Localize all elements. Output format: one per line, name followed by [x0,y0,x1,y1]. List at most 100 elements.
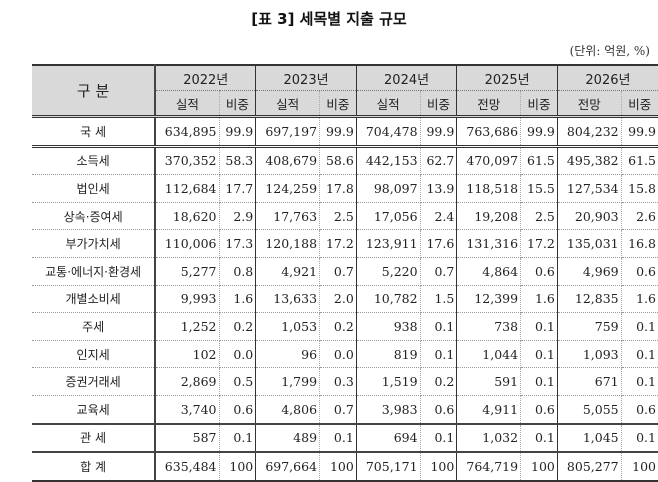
amount-cell: 13,633 [255,285,321,314]
amount-cell: 1,044 [456,340,522,369]
share-cell: 99.9 [420,115,458,148]
share-cell: 99.9 [520,115,558,148]
share-cell: 17.2 [319,229,357,258]
table-row: 국 세 634,895 99.9 697,197 99.9 704,478 99.9 763,… [32,115,658,148]
share-cell: 0.1 [621,367,658,396]
share-cell: 100 [520,451,558,482]
sub-header: 비중 [520,90,558,117]
share-cell: 0.1 [520,340,558,369]
amount-cell: 19,208 [456,202,522,231]
share-cell: 1.6 [520,285,558,314]
share-cell: 61.5 [621,146,658,176]
share-cell: 15.8 [621,174,658,203]
amount-cell: 3,740 [155,395,220,425]
amount-cell: 764,719 [456,451,522,482]
year-header: 2023년 [255,64,357,91]
amount-cell: 805,277 [557,451,622,482]
amount-cell: 1,252 [155,312,220,341]
share-cell: 0.6 [621,395,658,425]
share-cell: 17.3 [219,229,257,258]
year-header: 2024년 [356,64,458,91]
amount-cell: 738 [456,312,522,341]
share-cell: 0.1 [420,340,458,369]
amount-cell: 671 [557,367,622,396]
row-label: 개별소비세 [32,285,157,314]
sub-header: 실적 [255,90,321,117]
amount-cell: 124,259 [255,174,321,203]
share-cell: 0.1 [319,422,357,453]
share-cell: 0.6 [520,395,558,425]
row-label: 합 계 [32,451,157,482]
table-row: 상속·증여세 18,620 2.9 17,763 2.5 17,056 2.4 19,208 2… [32,202,658,231]
amount-cell: 4,921 [255,257,321,286]
share-cell: 100 [621,451,658,482]
tax-expenditure-table: 구 분 2022년 2023년 2024년 2025년 2026년 실적 비중 … [32,64,658,482]
share-cell: 17.8 [319,174,357,203]
share-cell: 100 [219,451,257,482]
amount-cell: 17,763 [255,202,321,231]
amount-cell: 495,382 [557,146,622,176]
amount-cell: 635,484 [155,451,220,482]
amount-cell: 4,969 [557,257,622,286]
table-row: 증권거래세 2,869 0.5 1,799 0.3 1,519 0.2 591 0.1 671 0.… [32,367,658,396]
share-cell: 0.1 [219,422,257,453]
share-cell: 16.8 [621,229,658,258]
amount-cell: 697,197 [255,115,321,148]
amount-cell: 110,006 [155,229,220,258]
table-row: 개별소비세 9,993 1.6 13,633 2.0 10,782 1.5 12,399 1.6… [32,285,658,314]
amount-cell: 1,053 [255,312,321,341]
amount-cell: 2,869 [155,367,220,396]
row-label: 인지세 [32,340,157,369]
year-header: 2022년 [155,64,257,91]
row-label: 주세 [32,312,157,341]
share-cell: 0.5 [219,367,257,396]
amount-cell: 118,518 [456,174,522,203]
share-cell: 61.5 [520,146,558,176]
year-header: 2026년 [557,64,658,91]
share-cell: 0.1 [420,422,458,453]
year-header: 2025년 [456,64,558,91]
amount-cell: 4,864 [456,257,522,286]
share-cell: 0.1 [520,422,558,453]
row-label: 교육세 [32,395,157,425]
year-header-row: 구 분 2022년 2023년 2024년 2025년 2026년 [32,64,658,117]
amount-cell: 3,983 [356,395,421,425]
corner-header: 구 분 [32,64,157,117]
amount-cell: 938 [356,312,421,341]
unit-note: (단위: 억원, %) [569,44,650,58]
table-row: 주세 1,252 0.2 1,053 0.2 938 0.1 738 0.1 759 0.1 [32,312,658,341]
amount-cell: 4,806 [255,395,321,425]
share-cell: 17.7 [219,174,257,203]
share-cell: 0.2 [219,312,257,341]
table-row: 관 세 587 0.1 489 0.1 694 0.1 1,032 0.1 1,045 0.1 [32,422,658,453]
share-cell: 0.6 [420,395,458,425]
row-label: 관 세 [32,422,157,453]
amount-cell: 587 [155,422,220,453]
share-cell: 0.6 [621,257,658,286]
share-cell: 13.9 [420,174,458,203]
row-label: 증권거래세 [32,367,157,396]
amount-cell: 694 [356,422,421,453]
share-cell: 0.1 [520,367,558,396]
sub-header: 비중 [621,90,658,117]
amount-cell: 634,895 [155,115,220,148]
amount-cell: 408,679 [255,146,321,176]
share-cell: 58.6 [319,146,357,176]
share-cell: 0.2 [420,367,458,396]
sub-header: 비중 [420,90,458,117]
sub-header: 전망 [456,90,522,117]
share-cell: 1.6 [621,285,658,314]
share-cell: 0.1 [520,312,558,341]
amount-cell: 804,232 [557,115,622,148]
amount-cell: 697,664 [255,451,321,482]
amount-cell: 1,519 [356,367,421,396]
amount-cell: 704,478 [356,115,421,148]
share-cell: 2.4 [420,202,458,231]
amount-cell: 96 [255,340,321,369]
amount-cell: 127,534 [557,174,622,203]
share-cell: 100 [420,451,458,482]
sub-header: 비중 [219,90,257,117]
amount-cell: 5,055 [557,395,622,425]
share-cell: 99.9 [621,115,658,148]
share-cell: 0.0 [219,340,257,369]
